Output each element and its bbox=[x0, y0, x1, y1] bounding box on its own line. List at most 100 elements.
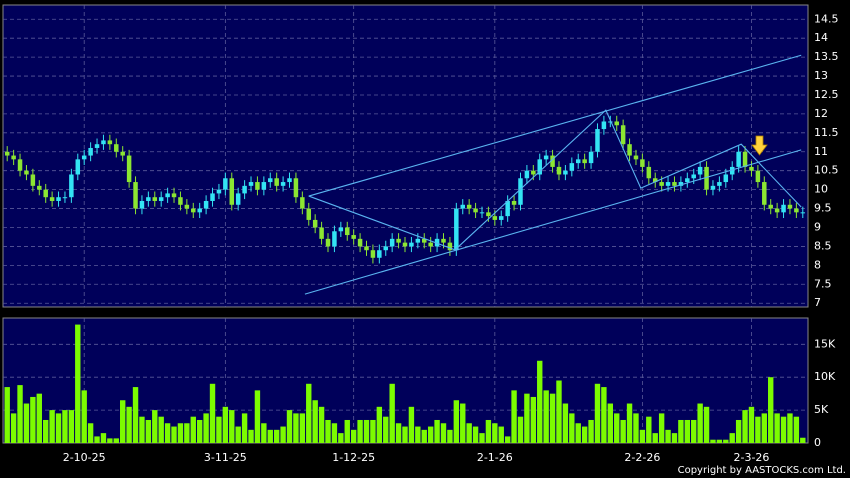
volume-bar bbox=[594, 383, 601, 443]
candle-body bbox=[569, 163, 575, 171]
volume-bar bbox=[139, 416, 145, 443]
candle-body bbox=[588, 151, 594, 164]
candle-body bbox=[146, 197, 151, 201]
volume-bar bbox=[569, 413, 575, 443]
candle-body bbox=[107, 140, 113, 145]
volume-bar bbox=[723, 439, 729, 443]
candle-body bbox=[377, 250, 382, 258]
volume-bar bbox=[434, 419, 440, 443]
x-tick-label: 2-2-26 bbox=[624, 451, 660, 464]
volume-bar bbox=[710, 439, 716, 443]
candle-body bbox=[171, 193, 177, 198]
volume-bar bbox=[646, 416, 652, 443]
volume-bar bbox=[575, 423, 581, 443]
candle-body bbox=[697, 166, 703, 175]
volume-bar bbox=[293, 413, 299, 443]
volume-bar bbox=[229, 410, 235, 443]
candle-body bbox=[717, 182, 722, 186]
candle-body bbox=[332, 231, 337, 247]
candle-body bbox=[685, 178, 690, 183]
volume-bar bbox=[145, 419, 152, 443]
candle-body bbox=[364, 246, 369, 251]
candle-body bbox=[11, 155, 16, 160]
volume-bar bbox=[395, 423, 402, 443]
volume-tick-label: 5K bbox=[814, 403, 829, 416]
candle-body bbox=[627, 144, 632, 156]
volume-bar bbox=[620, 419, 626, 443]
volume-bar bbox=[633, 413, 639, 443]
volume-bar bbox=[299, 413, 306, 443]
volume-bar bbox=[248, 429, 254, 443]
volume-bar bbox=[607, 403, 614, 443]
candle-body bbox=[300, 197, 305, 209]
volume-bar bbox=[68, 410, 75, 443]
candle-body bbox=[357, 238, 363, 247]
volume-bar bbox=[729, 433, 735, 443]
candle-body bbox=[248, 182, 254, 186]
candle-body bbox=[646, 166, 652, 179]
candle-body bbox=[608, 121, 613, 123]
x-tick-label: 2-1-26 bbox=[477, 451, 513, 464]
x-tick-label: 2-10-25 bbox=[63, 451, 106, 464]
trend-line bbox=[308, 54, 802, 197]
candle-body bbox=[537, 159, 542, 175]
candle-body bbox=[165, 193, 170, 198]
volume-bar bbox=[774, 413, 780, 443]
candle-body bbox=[133, 182, 138, 209]
volume-bar bbox=[614, 413, 620, 443]
candle-body bbox=[235, 193, 241, 205]
volume-bar bbox=[370, 419, 376, 443]
candle-body bbox=[88, 147, 93, 156]
candle-body bbox=[710, 185, 716, 190]
volume-bar bbox=[273, 429, 280, 443]
volume-bar bbox=[331, 423, 338, 443]
volume-bar bbox=[350, 429, 357, 443]
volume-bar bbox=[17, 385, 23, 443]
volume-bar bbox=[562, 403, 569, 443]
volume-bar bbox=[75, 324, 81, 443]
volume-bar bbox=[581, 426, 588, 443]
candle-body bbox=[531, 170, 536, 175]
volume-bar bbox=[184, 423, 190, 443]
candle-body bbox=[543, 155, 549, 160]
volume-bar bbox=[30, 396, 36, 443]
y-tick-label: 14 bbox=[814, 31, 828, 44]
candle-body bbox=[261, 182, 267, 190]
volume-bar bbox=[363, 419, 370, 443]
candle-body bbox=[729, 166, 735, 175]
candle-body bbox=[479, 212, 485, 214]
candle-body bbox=[351, 235, 356, 239]
volume-bar bbox=[415, 426, 421, 443]
candle-body bbox=[466, 204, 472, 209]
candle-body bbox=[49, 197, 55, 201]
y-tick-label: 14.5 bbox=[814, 12, 839, 25]
x-tick-label: 3-11-25 bbox=[204, 451, 247, 464]
volume-bar bbox=[658, 413, 665, 443]
candle-body bbox=[56, 197, 61, 201]
candle-body bbox=[114, 144, 119, 152]
candle-body bbox=[293, 178, 299, 198]
candle-body bbox=[396, 238, 401, 243]
volume-bar bbox=[793, 416, 800, 443]
candle-body bbox=[736, 151, 741, 167]
volume-bar bbox=[383, 416, 389, 443]
candle-body bbox=[787, 204, 793, 209]
candle-body bbox=[4, 151, 10, 156]
volume-bar bbox=[280, 426, 286, 443]
candle-body bbox=[126, 155, 132, 183]
candle-body bbox=[389, 238, 395, 247]
volume-bar bbox=[761, 413, 767, 443]
volume-bar bbox=[549, 393, 556, 443]
candle-body bbox=[723, 174, 729, 183]
volume-bar bbox=[254, 390, 261, 443]
volume-bar bbox=[36, 393, 42, 443]
trend-line bbox=[308, 109, 802, 251]
volume-bar bbox=[357, 419, 363, 443]
volume-bar bbox=[755, 416, 761, 443]
volume-bar bbox=[113, 438, 119, 443]
volume-tick-label: 10K bbox=[814, 370, 836, 383]
volume-bar bbox=[517, 416, 524, 443]
volume-bar bbox=[601, 387, 607, 443]
x-tick-label: 2-3-26 bbox=[733, 451, 769, 464]
